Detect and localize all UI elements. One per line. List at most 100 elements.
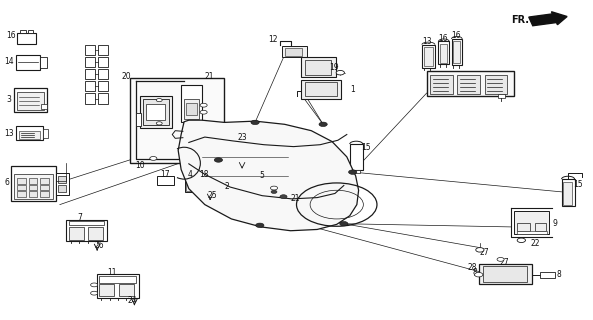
Bar: [28, 30, 33, 33]
Circle shape: [474, 272, 483, 277]
Bar: [483, 267, 527, 282]
Text: 27: 27: [479, 248, 489, 257]
Bar: [422, 45, 435, 68]
Bar: [98, 81, 109, 92]
Text: 18: 18: [199, 170, 208, 179]
Bar: [58, 176, 66, 183]
Bar: [301, 80, 342, 99]
Circle shape: [91, 291, 98, 295]
Bar: [16, 126, 43, 140]
Text: 21: 21: [205, 72, 214, 81]
Circle shape: [349, 170, 357, 174]
Text: 10: 10: [135, 161, 145, 170]
Text: 25: 25: [208, 190, 218, 200]
Bar: [136, 113, 142, 125]
Bar: [563, 182, 572, 204]
Bar: [215, 183, 224, 189]
Bar: [19, 131, 40, 139]
Circle shape: [319, 122, 327, 126]
Bar: [119, 284, 134, 296]
Text: 28: 28: [467, 263, 477, 272]
Text: 14: 14: [4, 57, 14, 66]
Circle shape: [280, 195, 287, 198]
Bar: [69, 221, 104, 225]
Bar: [282, 46, 307, 57]
Bar: [40, 185, 49, 190]
Text: 9: 9: [552, 219, 557, 228]
Text: 13: 13: [4, 129, 14, 138]
Text: 21: 21: [291, 194, 300, 204]
Bar: [143, 100, 170, 125]
Bar: [100, 284, 114, 296]
Bar: [85, 81, 95, 92]
Bar: [85, 45, 95, 55]
Circle shape: [517, 238, 525, 243]
Text: 23: 23: [237, 133, 247, 142]
Bar: [14, 88, 47, 112]
Text: 12: 12: [268, 35, 278, 44]
Bar: [453, 42, 460, 63]
Text: 8: 8: [557, 270, 562, 279]
Text: 20: 20: [122, 72, 132, 81]
Bar: [457, 75, 480, 94]
Bar: [285, 48, 302, 56]
Bar: [268, 171, 283, 178]
Text: 17: 17: [160, 170, 170, 179]
Circle shape: [256, 223, 264, 228]
Circle shape: [476, 248, 484, 252]
Bar: [201, 178, 207, 191]
Bar: [158, 176, 174, 186]
Text: 8: 8: [472, 268, 477, 277]
Bar: [98, 57, 109, 67]
Bar: [540, 271, 555, 278]
Bar: [184, 176, 196, 193]
Circle shape: [91, 283, 98, 287]
Bar: [440, 44, 447, 62]
Bar: [100, 276, 136, 283]
Bar: [305, 60, 331, 75]
Text: FR.: FR.: [512, 15, 530, 25]
Bar: [232, 141, 250, 163]
Bar: [17, 191, 26, 197]
Text: 16: 16: [438, 34, 448, 43]
Text: 24: 24: [127, 296, 137, 305]
Bar: [430, 75, 452, 94]
Text: 27: 27: [500, 258, 509, 267]
Bar: [479, 264, 532, 284]
Bar: [17, 185, 26, 190]
Bar: [186, 103, 196, 116]
Bar: [140, 96, 172, 128]
Text: 16: 16: [451, 31, 460, 40]
Bar: [69, 227, 84, 240]
Bar: [305, 82, 337, 96]
Bar: [424, 47, 432, 66]
Bar: [199, 176, 209, 193]
Bar: [350, 144, 363, 170]
Bar: [43, 129, 48, 138]
Bar: [16, 54, 40, 70]
Bar: [85, 57, 95, 67]
Bar: [426, 71, 514, 96]
Bar: [514, 211, 549, 234]
Bar: [41, 104, 47, 109]
Bar: [301, 57, 336, 77]
Circle shape: [336, 70, 345, 75]
Bar: [98, 45, 109, 55]
Text: 11: 11: [107, 268, 117, 277]
Text: 3: 3: [7, 95, 11, 104]
Circle shape: [157, 99, 162, 102]
Bar: [58, 186, 66, 193]
Bar: [562, 179, 575, 206]
Bar: [85, 93, 95, 104]
Text: 19: 19: [330, 63, 339, 72]
Bar: [28, 191, 37, 197]
Bar: [268, 179, 283, 186]
Bar: [20, 30, 26, 33]
Bar: [517, 223, 530, 231]
Bar: [17, 33, 36, 44]
Bar: [40, 178, 49, 184]
Text: 22: 22: [530, 239, 540, 248]
Circle shape: [214, 158, 222, 162]
Bar: [14, 174, 53, 199]
Bar: [28, 178, 37, 184]
